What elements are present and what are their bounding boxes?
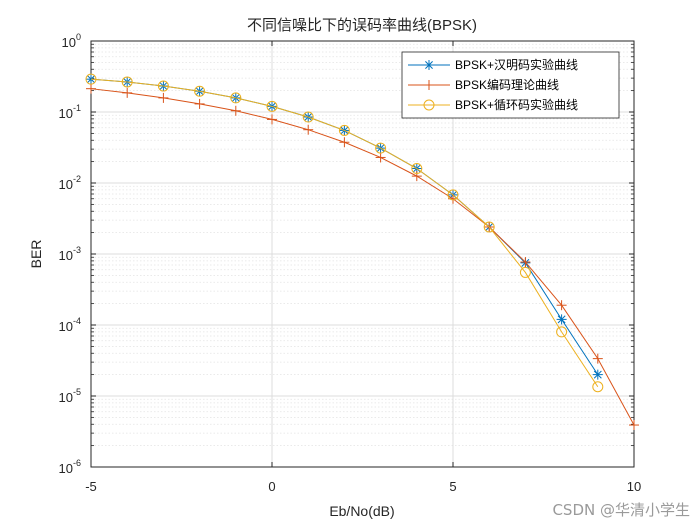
- y-tick-label: 100: [62, 32, 81, 50]
- data-point: [266, 100, 278, 112]
- data-point: [230, 105, 241, 116]
- chart-title: 不同信噪比下的误码率曲线(BPSK): [247, 17, 477, 34]
- legend-marker: [424, 60, 434, 70]
- series-3: [85, 73, 604, 393]
- data-point: [447, 189, 459, 201]
- series-layer: [85, 73, 639, 431]
- x-tick-label: 10: [627, 479, 641, 494]
- axis-ticks: -5 0 5 10 100 10-1 10-2 10-3 10-4 10-5 10-6: [59, 32, 642, 494]
- data-point: [592, 353, 603, 364]
- data-point: [556, 326, 568, 338]
- data-point: [411, 171, 422, 182]
- data-point: [629, 420, 639, 431]
- legend-label: BPSK编码理论曲线: [455, 77, 559, 92]
- data-point: [592, 369, 603, 380]
- data-point: [122, 87, 133, 98]
- legend-label: BPSK+循环码实验曲线: [455, 97, 578, 112]
- data-point: [339, 137, 350, 148]
- legend-marker: [424, 80, 434, 90]
- y-tick-label: 10-3: [59, 245, 81, 263]
- series-line: [90, 88, 635, 426]
- x-axis-title: Eb/No(dB): [329, 503, 394, 519]
- data-point: [158, 92, 169, 103]
- watermark: CSDN @华清小学生: [552, 501, 690, 519]
- legend-entry: BPSK编码理论曲线: [408, 77, 559, 92]
- data-point: [303, 124, 314, 135]
- data-point: [85, 73, 97, 85]
- x-tick-label: 0: [268, 479, 275, 494]
- data-point: [86, 74, 96, 85]
- legend: BPSK+汉明码实验曲线 BPSK编码理论曲线 BPSK+循环码实验曲线: [401, 51, 620, 119]
- data-point: [411, 163, 423, 175]
- x-tick-label: 5: [449, 479, 456, 494]
- data-point: [302, 111, 314, 123]
- data-point: [483, 221, 495, 233]
- y-tick-label: 10-1: [59, 103, 81, 121]
- data-point: [519, 266, 531, 278]
- data-point: [267, 114, 277, 125]
- legend-entry: BPSK+循环码实验曲线: [408, 97, 578, 112]
- legend-marker: [423, 99, 435, 111]
- y-tick-label: 10-5: [59, 387, 81, 405]
- y-tick-label: 10-2: [59, 174, 81, 192]
- y-tick-label: 10-6: [59, 458, 81, 476]
- data-point: [338, 124, 350, 136]
- x-tick-label: -5: [85, 479, 97, 494]
- data-point: [375, 142, 387, 154]
- data-point: [157, 80, 169, 92]
- data-point: [194, 85, 206, 97]
- data-point: [556, 300, 567, 311]
- series-1: [86, 74, 603, 380]
- series-line: [90, 78, 599, 375]
- y-axis-title: BER: [28, 240, 44, 269]
- legend-entry: BPSK+汉明码实验曲线: [408, 57, 578, 72]
- data-point: [556, 314, 567, 325]
- data-point: [194, 98, 205, 109]
- data-point: [121, 76, 133, 88]
- data-point: [230, 92, 242, 104]
- data-point: [520, 257, 531, 268]
- legend-label: BPSK+汉明码实验曲线: [455, 57, 578, 72]
- data-point: [86, 83, 96, 94]
- data-point: [375, 152, 386, 163]
- y-tick-label: 10-4: [59, 316, 81, 334]
- data-point: [592, 381, 604, 393]
- series-line: [90, 78, 599, 388]
